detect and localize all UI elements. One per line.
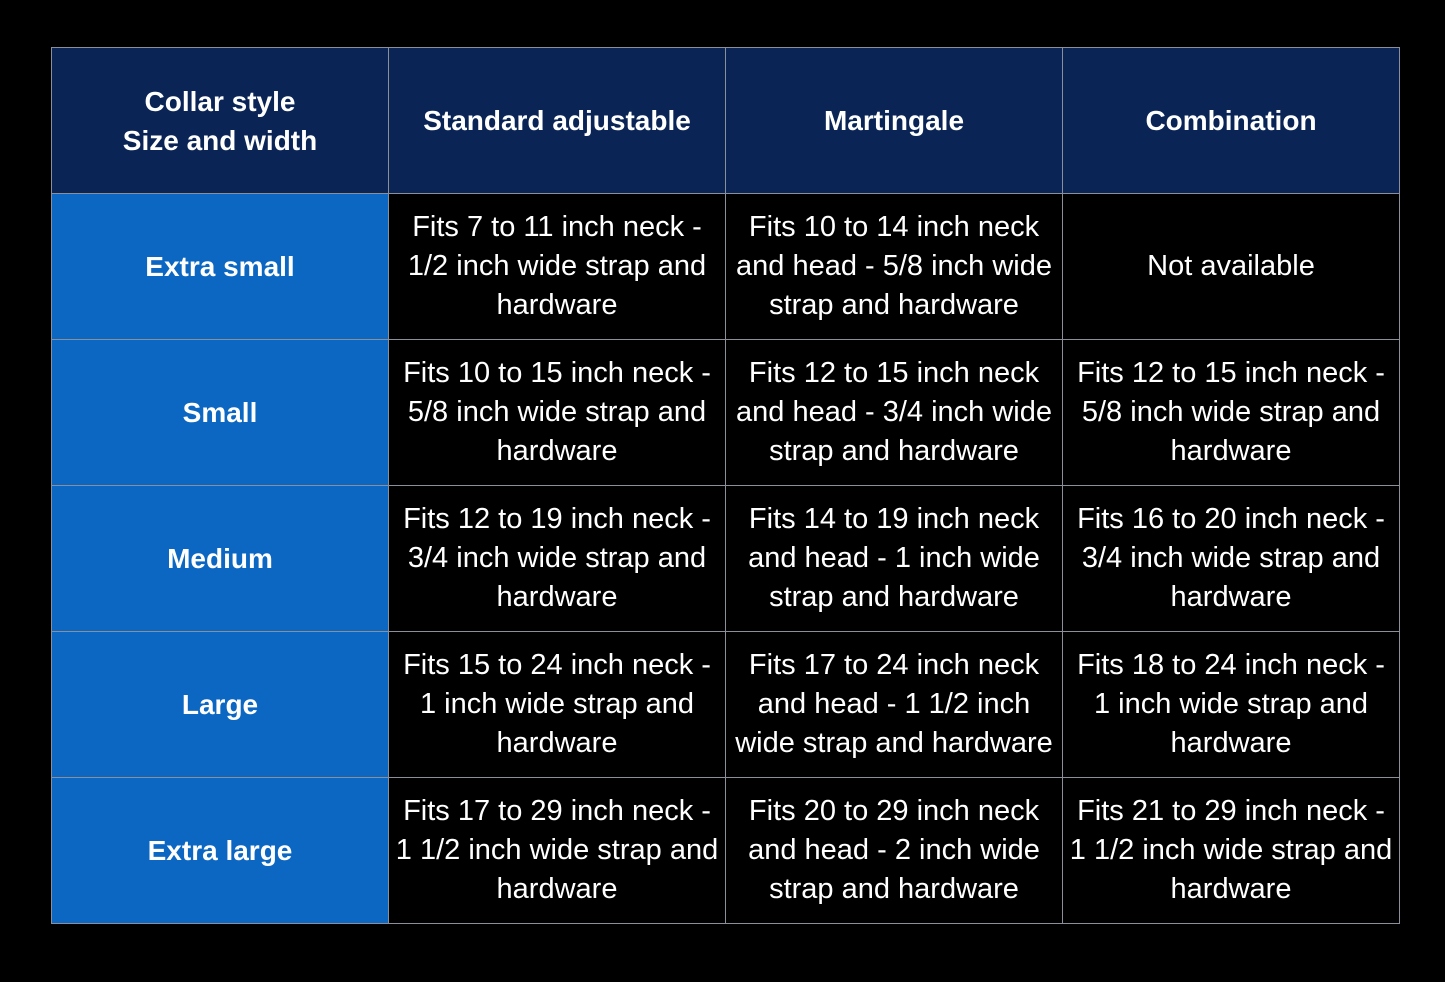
- table-cell: Fits 20 to 29 inch neck and head - 2 inc…: [726, 778, 1063, 924]
- table-cell: Fits 18 to 24 inch neck - 1 inch wide st…: [1063, 632, 1400, 778]
- table-cell: Fits 7 to 11 inch neck - 1/2 inch wide s…: [389, 194, 726, 340]
- row-label: Large: [52, 632, 389, 778]
- table-cell: Not available: [1063, 194, 1400, 340]
- row-label: Extra large: [52, 778, 389, 924]
- table-cell: Fits 15 to 24 inch neck - 1 inch wide st…: [389, 632, 726, 778]
- table-cell: Fits 10 to 14 inch neck and head - 5/8 i…: [726, 194, 1063, 340]
- row-label: Extra small: [52, 194, 389, 340]
- header-cell: Standard adjustable: [389, 48, 726, 194]
- table-cell: Fits 17 to 24 inch neck and head - 1 1/2…: [726, 632, 1063, 778]
- table-cell: Fits 12 to 19 inch neck - 3/4 inch wide …: [389, 486, 726, 632]
- header-cell: Martingale: [726, 48, 1063, 194]
- size-table: Collar style Size and width Standard adju…: [51, 47, 1400, 924]
- header-cell: Combination: [1063, 48, 1400, 194]
- table-cell: Fits 12 to 15 inch neck - 5/8 inch wide …: [1063, 340, 1400, 486]
- table-cell: Fits 17 to 29 inch neck - 1 1/2 inch wid…: [389, 778, 726, 924]
- row-label: Small: [52, 340, 389, 486]
- table-cell: Fits 21 to 29 inch neck - 1 1/2 inch wid…: [1063, 778, 1400, 924]
- row-label: Medium: [52, 486, 389, 632]
- table-cell: Fits 10 to 15 inch neck - 5/8 inch wide …: [389, 340, 726, 486]
- header-cell: Collar style Size and width: [52, 48, 389, 194]
- table-cell: Fits 12 to 15 inch neck and head - 3/4 i…: [726, 340, 1063, 486]
- table-cell: Fits 16 to 20 inch neck - 3/4 inch wide …: [1063, 486, 1400, 632]
- table-cell: Fits 14 to 19 inch neck and head - 1 inc…: [726, 486, 1063, 632]
